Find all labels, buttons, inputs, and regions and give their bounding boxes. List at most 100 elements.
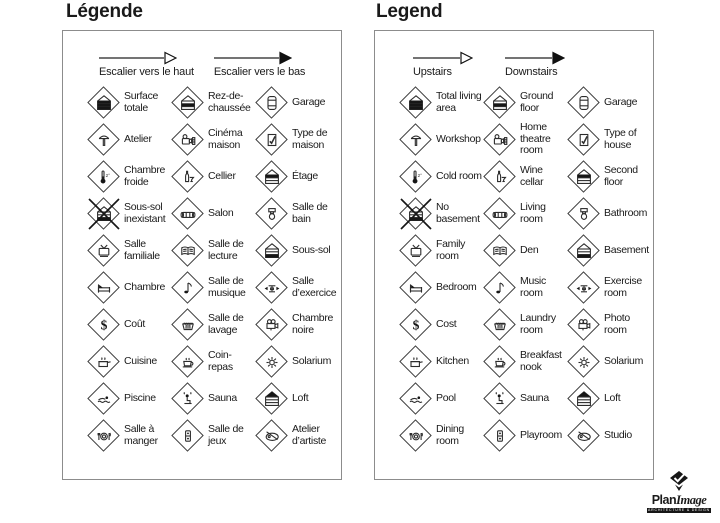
kitchen-icon — [87, 344, 121, 379]
bathroom-icon — [567, 196, 601, 231]
sofa-icon — [483, 196, 517, 231]
house-ground-icon — [171, 85, 205, 120]
sun-icon — [255, 344, 289, 379]
house-type-icon — [567, 122, 601, 157]
house-ground-icon — [483, 85, 517, 120]
legend-item-label: Sous-sol inexistant — [124, 201, 166, 225]
bed-icon — [87, 270, 121, 305]
house-basement-icon — [255, 233, 289, 268]
legend-item: $ Coût — [87, 306, 171, 343]
house-total-icon — [399, 85, 433, 120]
legend-item: Solarium — [255, 343, 337, 380]
legend-item: Chambre — [87, 269, 171, 306]
legend-item-label: Piscine — [124, 391, 156, 404]
arrow-group-open: Upstairs — [413, 51, 473, 78]
logo-tagline: ARCHITECTURE & DESIGN — [647, 508, 711, 513]
photo-icon — [567, 307, 601, 342]
legend-item-label: Living room — [520, 201, 546, 225]
legend-item-label: Laundry room — [520, 312, 556, 336]
house-loft-icon — [567, 381, 601, 416]
svg-text:2°: 2° — [106, 173, 111, 178]
tv-icon — [87, 233, 121, 268]
legend-item: Salle familiale — [87, 232, 171, 269]
legend-item: Bedroom — [399, 269, 483, 306]
cold-room-icon: 2° — [87, 159, 121, 194]
legend-item: Breakfast nook — [483, 343, 567, 380]
legend-item: Family room — [399, 232, 483, 269]
arrow-label: Downstairs — [505, 66, 558, 78]
legend-item: Atelier d’artiste — [255, 417, 337, 454]
legend-item: Wine cellar — [483, 158, 567, 195]
legend-item-label: Pool — [436, 391, 456, 404]
pool-icon — [399, 381, 433, 416]
legend-item-label: Surface totale — [124, 90, 159, 114]
svg-text:2°: 2° — [418, 173, 423, 178]
kitchen-icon — [399, 344, 433, 379]
legend-item: Cinéma maison — [171, 121, 255, 158]
garage-icon — [255, 85, 289, 120]
legend-item-label: Type of house — [604, 127, 637, 151]
legend-item: Garage — [567, 84, 649, 121]
tv-icon — [399, 233, 433, 268]
legend-item: Chambre noire — [255, 306, 337, 343]
legend-item-label: Den — [520, 243, 539, 256]
legend-item: Étage — [255, 158, 337, 195]
planimage-logo-mark-icon — [670, 471, 688, 491]
legend-item-label: Chambre — [124, 280, 166, 293]
legend-item: Salle d’exercice — [255, 269, 337, 306]
arrow-group-filled: Escalier vers le bas — [213, 51, 305, 78]
planimage-logo: PlanImage ARCHITECTURE & DESIGN — [643, 469, 715, 513]
legend-item: Salle de jeux — [171, 417, 255, 454]
legend-item-label: Wine cellar — [520, 164, 544, 188]
legend-item: Living room — [483, 195, 567, 232]
no-basement-icon — [399, 196, 433, 231]
legend-item: Rez-de-chaussée — [171, 84, 255, 121]
cup-icon — [483, 344, 517, 379]
legend-item: Basement — [567, 232, 649, 269]
legend-item-label: Sauna — [520, 391, 549, 404]
arrow-group-filled: Downstairs — [505, 51, 565, 78]
legend-item: Cellier — [171, 158, 255, 195]
legend-item: 2° Chambre froide — [87, 158, 171, 195]
legend-item: Laundry room — [483, 306, 567, 343]
legend-item: Music room — [483, 269, 567, 306]
photo-icon — [255, 307, 289, 342]
legend-item-label: Salle familiale — [124, 238, 160, 262]
legend-item-label: Chambre noire — [292, 312, 334, 336]
music-icon — [171, 270, 205, 305]
legend-item: Garage — [255, 84, 337, 121]
svg-text:$: $ — [413, 317, 420, 332]
legend-grid: Surface totale Rez-de-chaussée Garage Ateli… — [87, 84, 341, 454]
legend-item-label: Chambre froide — [124, 164, 166, 188]
stair-arrows: Escalier vers le haut Escalier vers le ba… — [99, 51, 341, 78]
legend-item-label: Breakfast nook — [520, 349, 562, 373]
legend-item-label: Garage — [604, 95, 638, 108]
legend-item-label: Salle de jeux — [208, 423, 244, 447]
legend-item-label: Cellier — [208, 169, 236, 182]
logo-brand-bold: Plan — [651, 493, 677, 507]
legend-grid: Total living area Ground floor Garage Works… — [399, 84, 653, 454]
sauna-icon — [171, 381, 205, 416]
legend-item: Photo room — [567, 306, 649, 343]
laundry-icon — [171, 307, 205, 342]
house-basement-icon — [567, 233, 601, 268]
legend-item-label: Garage — [292, 95, 326, 108]
legend-item-label: Rez-de-chaussée — [208, 90, 251, 114]
legend-item-label: Cold room — [436, 169, 482, 182]
legend-item: Salle à manger — [87, 417, 171, 454]
legend-item-label: Exercise room — [604, 275, 642, 299]
palette-icon — [255, 418, 289, 453]
cost-icon: $ — [87, 307, 121, 342]
legend-item: Cuisine — [87, 343, 171, 380]
exercise-icon — [255, 270, 289, 305]
legend-item: Second floor — [567, 158, 649, 195]
book-icon — [171, 233, 205, 268]
dining-icon — [87, 418, 121, 453]
workshop-icon — [87, 122, 121, 157]
legend-item: Loft — [567, 380, 649, 417]
wine-cellar-icon — [483, 159, 517, 194]
legend-item: Den — [483, 232, 567, 269]
legend-item-label: Family room — [436, 238, 466, 262]
legend-item: Sauna — [171, 380, 255, 417]
dining-icon — [399, 418, 433, 453]
